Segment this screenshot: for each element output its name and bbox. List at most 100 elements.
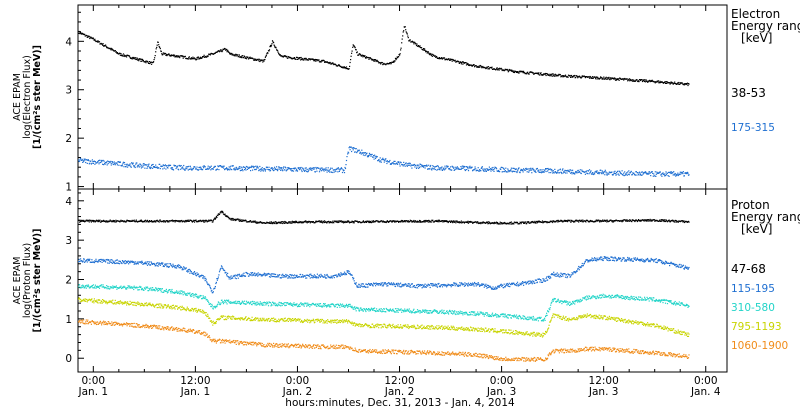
data-point (181, 267, 183, 269)
data-point (222, 165, 224, 167)
data-point (481, 221, 483, 223)
data-point (520, 223, 522, 225)
data-point (98, 260, 100, 262)
data-point (381, 285, 383, 287)
data-point (450, 284, 452, 286)
data-point (524, 282, 526, 284)
data-point (600, 172, 602, 174)
data-point (374, 154, 376, 156)
data-point (129, 220, 131, 222)
data-point (291, 222, 293, 224)
data-point (362, 152, 364, 154)
data-point (220, 165, 222, 167)
data-point (103, 260, 105, 262)
data-point (134, 166, 136, 169)
data-point (541, 281, 544, 283)
data-point (156, 44, 158, 46)
data-point (264, 170, 266, 172)
data-point (365, 221, 367, 223)
data-point (606, 259, 608, 261)
data-point (271, 222, 273, 224)
data-point (221, 266, 223, 268)
data-point (648, 259, 650, 261)
data-point (362, 283, 364, 285)
data-point (313, 59, 315, 61)
data-point (166, 55, 168, 57)
data-point (89, 162, 91, 164)
data-point (128, 260, 130, 262)
data-point (688, 221, 690, 223)
data-point (293, 277, 295, 279)
data-point (528, 283, 530, 285)
data-point (373, 155, 375, 157)
data-point (336, 220, 338, 222)
data-point (306, 277, 308, 279)
data-point (516, 281, 519, 283)
data-point (377, 160, 379, 162)
data-point (230, 275, 232, 277)
data-point (233, 275, 235, 277)
data-point (487, 284, 489, 287)
data-point (281, 167, 283, 169)
data-point (188, 220, 190, 222)
data-point (683, 83, 685, 85)
data-point (618, 257, 620, 259)
data-point (652, 172, 654, 174)
data-point (226, 275, 228, 277)
data-point (459, 168, 461, 170)
data-point (157, 265, 159, 267)
data-point (640, 171, 643, 173)
data-point (462, 61, 464, 63)
data-point (173, 54, 176, 56)
data-point (138, 60, 140, 62)
data-point (595, 258, 597, 260)
data-point (502, 222, 504, 224)
data-point (374, 283, 376, 285)
data-point (222, 167, 225, 169)
data-point (660, 173, 662, 175)
data-point (140, 261, 142, 263)
data-point (80, 219, 82, 221)
data-point (483, 283, 485, 285)
data-point (224, 169, 226, 171)
data-point (369, 153, 372, 156)
data-point (116, 262, 118, 264)
data-point (450, 221, 452, 223)
data-point (165, 53, 167, 55)
data-point (475, 285, 477, 287)
data-point (675, 221, 677, 223)
data-point (654, 81, 656, 83)
data-point (193, 219, 195, 221)
data-point (206, 281, 208, 283)
data-point (566, 172, 568, 174)
data-point (176, 55, 178, 57)
data-point (351, 274, 353, 276)
data-point (302, 276, 304, 278)
data-point (295, 170, 297, 172)
data-point (229, 169, 231, 171)
data-point (467, 285, 469, 287)
data-point (233, 55, 235, 57)
data-point (302, 168, 304, 170)
data-point (256, 273, 258, 275)
data-point (365, 220, 367, 223)
data-point (643, 259, 645, 261)
data-point (180, 168, 182, 170)
data-point (196, 56, 199, 58)
data-point (374, 59, 376, 61)
data-point (533, 281, 535, 283)
data-point (178, 267, 180, 269)
data-point (530, 222, 532, 224)
data-point (481, 166, 483, 169)
data-point (500, 223, 502, 225)
data-point (135, 220, 137, 222)
data-point (687, 268, 689, 270)
data-point (291, 170, 293, 172)
data-point (662, 261, 664, 263)
data-point (217, 276, 219, 278)
data-point (125, 55, 127, 57)
data-point (556, 272, 558, 274)
data-point (438, 57, 440, 59)
data-point (625, 220, 627, 222)
data-point (457, 168, 459, 170)
